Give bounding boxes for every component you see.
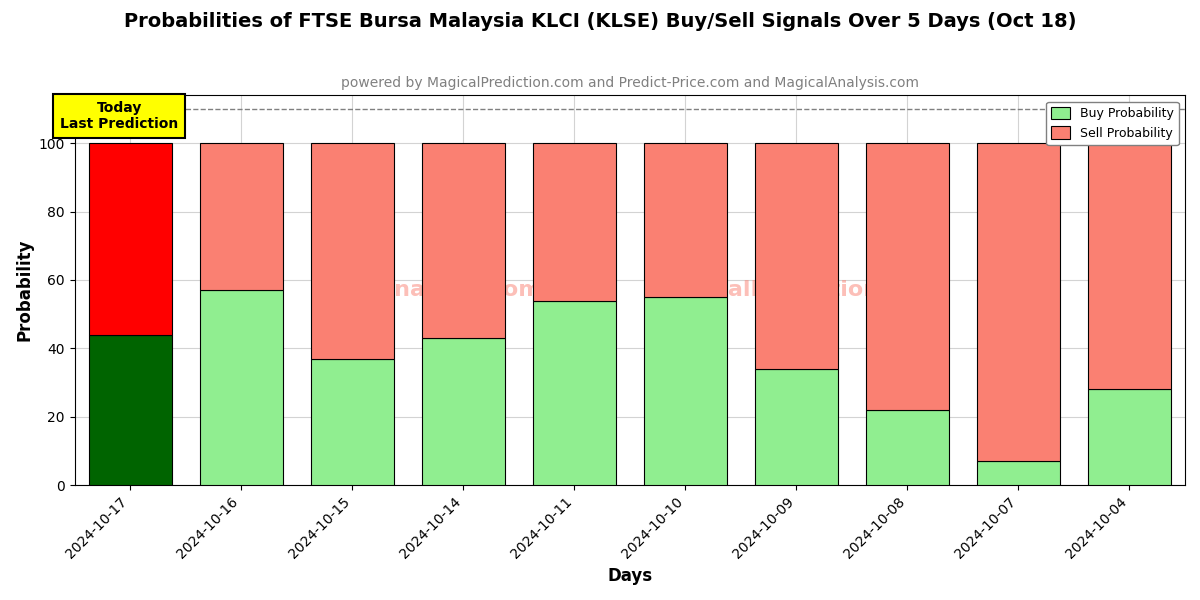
Bar [199,290,283,485]
Bar [311,143,394,359]
Bar [421,143,505,338]
Bar [1088,143,1171,389]
Text: Probabilities of FTSE Bursa Malaysia KLCI (KLSE) Buy/Sell Signals Over 5 Days (O: Probabilities of FTSE Bursa Malaysia KLC… [124,12,1076,31]
Legend: Buy Probability, Sell Probability: Buy Probability, Sell Probability [1046,101,1178,145]
Y-axis label: Probability: Probability [16,239,34,341]
Bar [1088,389,1171,485]
Bar [977,461,1060,485]
X-axis label: Days: Days [607,567,653,585]
Bar [865,410,949,485]
Bar [199,143,283,290]
Bar [643,143,727,297]
Text: calAnalysis.com: calAnalysis.com [341,280,541,300]
Bar [755,369,838,485]
Bar [755,143,838,369]
Text: MagicalPrediction.com: MagicalPrediction.com [654,280,940,300]
Bar [89,143,172,335]
Bar [533,301,616,485]
Bar [865,143,949,410]
Text: Today
Last Prediction: Today Last Prediction [60,101,178,131]
Bar [421,338,505,485]
Bar [977,143,1060,461]
Bar [643,297,727,485]
Bar [89,335,172,485]
Bar [311,359,394,485]
Bar [533,143,616,301]
Title: powered by MagicalPrediction.com and Predict-Price.com and MagicalAnalysis.com: powered by MagicalPrediction.com and Pre… [341,76,919,90]
